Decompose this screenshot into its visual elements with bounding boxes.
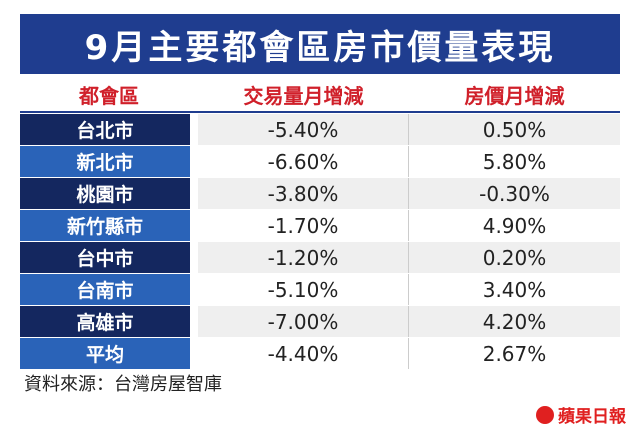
row-volume-change: -1.70% bbox=[198, 210, 409, 241]
row-city: 台北市 bbox=[20, 114, 190, 145]
table-header: 都會區 交易量月增減 房價月增減 bbox=[20, 78, 620, 113]
row-volume-change: -4.40% bbox=[198, 338, 409, 369]
table-row: 桃園市 -3.80% -0.30% bbox=[20, 178, 620, 209]
table-row: 台中市 -1.20% 0.20% bbox=[20, 242, 620, 273]
data-table: 都會區 交易量月增減 房價月增減 台北市 -5.40% 0.50% 新北市 -6.60%… bbox=[20, 78, 620, 369]
chart-title: 9月主要都會區房市價量表現 bbox=[20, 14, 620, 74]
row-volume-change: -5.10% bbox=[198, 274, 409, 305]
logo-text: 蘋果日報 bbox=[558, 407, 626, 427]
row-price-change: 0.20% bbox=[409, 242, 620, 273]
header-volume: 交易量月增減 bbox=[243, 84, 364, 108]
apple-logo-icon bbox=[536, 405, 554, 424]
table-row: 台南市 -5.10% 3.40% bbox=[20, 274, 620, 305]
row-volume-change: -3.80% bbox=[198, 178, 409, 209]
source-note: 資料來源：台灣房屋智庫 bbox=[24, 374, 222, 395]
row-volume-change: -6.60% bbox=[198, 146, 409, 177]
row-city: 新北市 bbox=[20, 146, 190, 177]
row-price-change: 3.40% bbox=[409, 274, 620, 305]
table-row: 平均 -4.40% 2.67% bbox=[20, 338, 620, 369]
row-price-change: 5.80% bbox=[409, 146, 620, 177]
row-price-change: 4.90% bbox=[409, 210, 620, 241]
row-volume-change: -7.00% bbox=[198, 306, 409, 337]
row-volume-change: -1.20% bbox=[198, 242, 409, 273]
row-city: 桃園市 bbox=[20, 178, 190, 209]
row-city: 平均 bbox=[20, 338, 190, 369]
row-price-change: 0.50% bbox=[409, 114, 620, 145]
row-city: 台中市 bbox=[20, 242, 190, 273]
table-row: 新北市 -6.60% 5.80% bbox=[20, 146, 620, 177]
header-city: 都會區 bbox=[79, 84, 139, 108]
row-city: 高雄市 bbox=[20, 306, 190, 337]
row-price-change: -0.30% bbox=[409, 178, 620, 209]
row-price-change: 4.20% bbox=[409, 306, 620, 337]
table-row: 高雄市 -7.00% 4.20% bbox=[20, 306, 620, 337]
row-city: 新竹縣市 bbox=[20, 210, 190, 241]
header-price: 房價月增減 bbox=[464, 84, 565, 108]
table-body: 台北市 -5.40% 0.50% 新北市 -6.60% 5.80% 桃園市 -3.80% -0.… bbox=[20, 114, 620, 369]
row-volume-change: -5.40% bbox=[198, 114, 409, 145]
table-row: 台北市 -5.40% 0.50% bbox=[20, 114, 620, 145]
logo: 蘋果日報 bbox=[536, 402, 626, 427]
row-city: 台南市 bbox=[20, 274, 190, 305]
row-price-change: 2.67% bbox=[409, 338, 620, 369]
table-row: 新竹縣市 -1.70% 4.90% bbox=[20, 210, 620, 241]
